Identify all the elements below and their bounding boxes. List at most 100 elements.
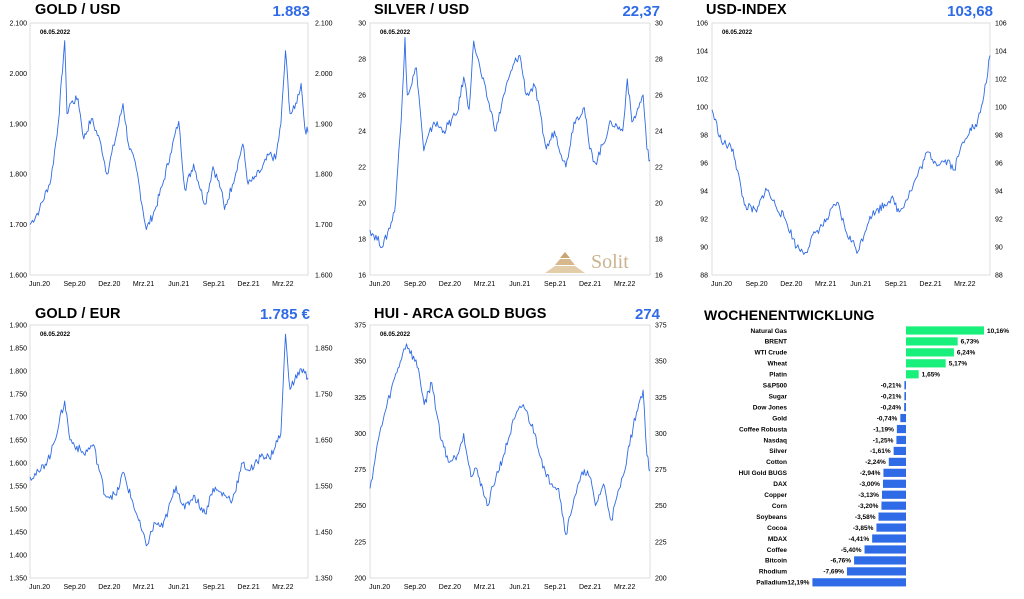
y-tick-label-left: 22 <box>358 165 366 172</box>
x-tick-label: Sep.21 <box>203 281 225 288</box>
x-tick-label: Jun.20 <box>711 281 732 288</box>
bar <box>846 567 906 576</box>
bar <box>906 348 954 357</box>
x-tick-label: Mrz.21 <box>474 281 496 288</box>
x-tick-label: Sep.21 <box>885 281 907 288</box>
bar <box>904 381 906 390</box>
value-label: -1,19% <box>873 426 894 433</box>
current-value: 1.883 <box>272 3 310 20</box>
category-label: Cotton <box>766 459 787 466</box>
y-tick-label-left: 1.800 <box>9 172 27 179</box>
bar <box>882 479 906 488</box>
category-label: Rhodium <box>759 569 787 576</box>
bar <box>906 359 946 368</box>
y-tick-label-left: 104 <box>696 49 708 56</box>
x-tick-label: Dez.20 <box>98 281 120 288</box>
y-tick-label-right: 100 <box>995 105 1007 112</box>
bar <box>883 468 906 477</box>
y-tick-label-right: 18 <box>655 237 663 244</box>
category-label: WTI Crude <box>755 350 788 357</box>
y-tick-label-left: 1.600 <box>9 273 27 280</box>
y-tick-label-right: 375 <box>655 323 667 330</box>
x-tick-label: Mrz.22 <box>272 584 294 591</box>
as-of-date: 06.05.2022 <box>722 30 753 36</box>
y-tick-label-left: 24 <box>358 129 366 136</box>
y-tick-label-left: 1.550 <box>9 484 27 491</box>
x-tick-label: Jun.21 <box>850 281 871 288</box>
bar <box>881 501 906 510</box>
value-label: 6,24% <box>957 350 976 357</box>
x-tick-label: Jun.20 <box>369 281 390 288</box>
y-tick-label-right: 2.000 <box>315 71 333 78</box>
x-tick-label: Mrz.21 <box>474 584 496 591</box>
y-tick-label-left: 250 <box>354 503 366 510</box>
y-tick-label-right: 300 <box>655 431 667 438</box>
plot-frame <box>369 324 651 579</box>
current-value: 274 <box>634 306 660 323</box>
current-value: 22,37 <box>622 3 660 20</box>
y-tick-label-right: 24 <box>655 129 663 136</box>
line-chart-hui: 200 200 225 225 250 250 275 275 300 300 325 325 350 3… <box>354 323 666 592</box>
bar <box>900 413 906 423</box>
value-label: 5,17% <box>949 361 968 368</box>
line-chart-silver-usd: 16 16 18 18 20 20 22 22 24 24 26 26 28 28 30 30 Jun.20 Se… <box>358 21 663 289</box>
y-tick-label-right: 28 <box>655 57 663 64</box>
chart-title: GOLD / EUR <box>35 306 121 322</box>
x-tick-label: Mrz.21 <box>133 584 155 591</box>
value-label: -1,25% <box>873 437 894 444</box>
y-tick-label-left: 92 <box>700 217 708 224</box>
value-label: -5,40% <box>841 547 862 554</box>
x-tick-label: Sep.20 <box>64 281 86 288</box>
x-tick-label: Dez.20 <box>439 281 461 288</box>
y-tick-label-right: 1.600 <box>315 273 333 280</box>
value-label: -6,76% <box>830 558 851 565</box>
y-tick-label-right: 98 <box>995 133 1003 140</box>
bar <box>881 490 906 499</box>
category-label: Silver <box>769 448 787 455</box>
chart-title: WOCHENENTWICKLUNG <box>704 307 875 323</box>
x-tick-label: Sep.21 <box>544 281 566 288</box>
y-tick-label-left: 1.900 <box>9 121 27 128</box>
y-tick-label-right: 102 <box>995 77 1007 84</box>
line-chart-gold-usd: 1.600 1.600 1.700 1.700 1.800 1.800 1.900 1.900… <box>9 21 333 289</box>
value-label: -3,00% <box>859 481 880 488</box>
category-label: Coffee Robusta <box>739 426 787 433</box>
x-tick-label: Mrz.22 <box>954 281 976 288</box>
x-tick-label: Jun.20 <box>369 584 390 591</box>
value-label: 10,16% <box>987 328 1009 335</box>
y-tick-label-right: 1.550 <box>315 484 333 491</box>
x-tick-label: Jun.21 <box>168 584 189 591</box>
bar <box>888 457 906 466</box>
category-label: Cocoa <box>767 525 787 532</box>
x-tick-label: Jun.21 <box>168 281 189 288</box>
y-tick-label-left: 16 <box>358 273 366 280</box>
y-tick-label-right: 325 <box>655 395 667 402</box>
y-tick-label-right: 20 <box>655 201 663 208</box>
value-label: -0,21% <box>881 383 902 390</box>
bar <box>812 578 906 587</box>
y-tick-label-left: 1.350 <box>9 576 27 583</box>
category-label: Dow Jones <box>753 404 788 411</box>
y-tick-label-left: 102 <box>696 77 708 84</box>
bar <box>906 337 958 346</box>
y-tick-label-right: 106 <box>995 21 1007 28</box>
y-tick-label-left: 28 <box>358 57 366 64</box>
x-tick-label: Jun.20 <box>29 281 50 288</box>
y-tick-label-left: 375 <box>354 323 366 330</box>
category-label: Palladium <box>756 580 787 587</box>
y-tick-label-right: 96 <box>995 161 1003 168</box>
x-tick-label: Dez.21 <box>579 281 601 288</box>
category-label: Platin <box>769 372 787 379</box>
value-label: -3,85% <box>853 525 874 532</box>
y-tick-label-right: 1.900 <box>315 121 333 128</box>
x-tick-label: Mrz.22 <box>272 281 294 288</box>
y-tick-label-left: 1.700 <box>9 222 27 229</box>
series-line <box>369 343 651 536</box>
plot-frame <box>369 22 651 276</box>
category-label: Coffee <box>767 547 788 554</box>
y-tick-label-right: 1.750 <box>315 392 333 399</box>
y-tick-label-left: 1.700 <box>9 415 27 422</box>
y-tick-label-left: 2.100 <box>9 21 27 28</box>
category-label: BRENT <box>765 339 787 346</box>
value-label: -4,41% <box>849 536 870 543</box>
